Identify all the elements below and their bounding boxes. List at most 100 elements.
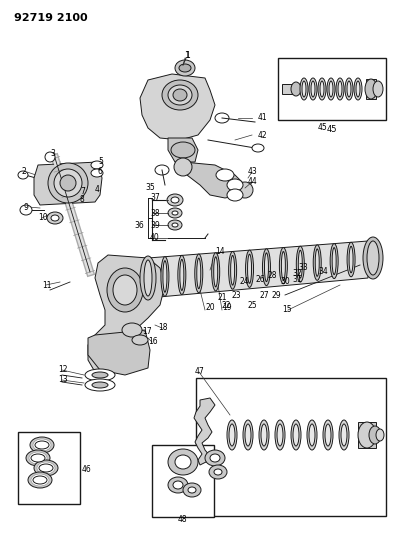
Ellipse shape (300, 78, 308, 100)
Text: 36: 36 (134, 221, 144, 230)
Bar (366, 79, 376, 99)
Ellipse shape (302, 81, 306, 97)
Ellipse shape (259, 420, 269, 450)
Ellipse shape (318, 78, 326, 100)
Text: 5: 5 (98, 157, 103, 166)
Ellipse shape (338, 81, 342, 97)
Text: 3: 3 (50, 149, 55, 158)
Ellipse shape (315, 249, 319, 276)
Ellipse shape (155, 165, 169, 175)
Text: 1: 1 (185, 51, 190, 60)
Text: 41: 41 (258, 114, 268, 123)
Ellipse shape (369, 426, 381, 444)
Ellipse shape (227, 189, 243, 201)
Text: 22: 22 (222, 301, 232, 310)
Ellipse shape (309, 78, 317, 100)
Ellipse shape (245, 424, 251, 446)
Text: 11: 11 (42, 280, 52, 289)
Text: 9: 9 (24, 203, 29, 212)
Ellipse shape (212, 253, 220, 291)
Ellipse shape (113, 275, 137, 305)
Text: 8: 8 (80, 196, 85, 205)
Ellipse shape (246, 250, 254, 287)
Ellipse shape (132, 335, 148, 345)
Text: 48: 48 (178, 515, 188, 524)
Ellipse shape (91, 161, 103, 169)
Text: 15: 15 (282, 305, 292, 314)
Text: 13: 13 (58, 376, 68, 384)
Polygon shape (168, 138, 198, 162)
Text: 25: 25 (248, 301, 258, 310)
Ellipse shape (29, 452, 47, 464)
Ellipse shape (214, 257, 218, 287)
Ellipse shape (354, 78, 362, 100)
Text: 39: 39 (150, 221, 160, 230)
Ellipse shape (325, 424, 331, 446)
Ellipse shape (227, 179, 243, 191)
Text: 42: 42 (258, 131, 268, 140)
Text: 2: 2 (22, 167, 27, 176)
Text: 21: 21 (218, 294, 228, 303)
Ellipse shape (330, 244, 338, 279)
Ellipse shape (167, 194, 183, 206)
Ellipse shape (336, 78, 344, 100)
Text: 46: 46 (82, 465, 92, 474)
Ellipse shape (85, 369, 115, 381)
Text: 7: 7 (80, 188, 85, 197)
Ellipse shape (92, 382, 108, 388)
Ellipse shape (161, 257, 169, 296)
Ellipse shape (122, 323, 142, 337)
Text: 26: 26 (255, 276, 265, 285)
Polygon shape (148, 241, 368, 298)
Ellipse shape (231, 255, 235, 285)
Text: 23: 23 (232, 290, 242, 300)
Ellipse shape (91, 169, 103, 177)
Ellipse shape (248, 254, 252, 284)
Ellipse shape (171, 142, 195, 158)
Ellipse shape (33, 439, 51, 451)
Ellipse shape (140, 256, 156, 300)
Ellipse shape (168, 85, 192, 105)
Text: 33: 33 (298, 263, 308, 272)
Text: 28: 28 (268, 271, 278, 279)
Text: 10: 10 (38, 214, 48, 222)
Polygon shape (183, 162, 245, 198)
Ellipse shape (195, 254, 203, 293)
Ellipse shape (376, 429, 384, 441)
Text: 14: 14 (215, 247, 225, 256)
Ellipse shape (51, 215, 59, 221)
Ellipse shape (227, 420, 237, 450)
Ellipse shape (349, 246, 353, 273)
Ellipse shape (47, 212, 63, 224)
Text: 19: 19 (222, 303, 232, 312)
Text: 45: 45 (327, 125, 337, 134)
Ellipse shape (31, 454, 45, 462)
Text: 27: 27 (260, 290, 270, 300)
Text: 47: 47 (195, 367, 205, 376)
Ellipse shape (162, 80, 198, 110)
Ellipse shape (174, 158, 192, 176)
Ellipse shape (175, 60, 195, 76)
Ellipse shape (173, 481, 183, 489)
Ellipse shape (37, 462, 55, 474)
Ellipse shape (329, 81, 333, 97)
Ellipse shape (279, 247, 287, 284)
Ellipse shape (92, 372, 108, 378)
Text: 38: 38 (150, 208, 160, 217)
Ellipse shape (26, 450, 50, 466)
Ellipse shape (341, 424, 347, 446)
Text: 44: 44 (248, 177, 258, 187)
Ellipse shape (358, 422, 376, 448)
Ellipse shape (363, 237, 383, 279)
Ellipse shape (296, 246, 304, 282)
Ellipse shape (205, 450, 225, 466)
Ellipse shape (293, 424, 299, 446)
Ellipse shape (45, 152, 55, 162)
Polygon shape (88, 330, 150, 375)
Ellipse shape (365, 79, 377, 99)
Polygon shape (194, 398, 215, 465)
Ellipse shape (320, 81, 324, 97)
Ellipse shape (85, 379, 115, 391)
Ellipse shape (163, 261, 167, 292)
Ellipse shape (39, 464, 53, 472)
